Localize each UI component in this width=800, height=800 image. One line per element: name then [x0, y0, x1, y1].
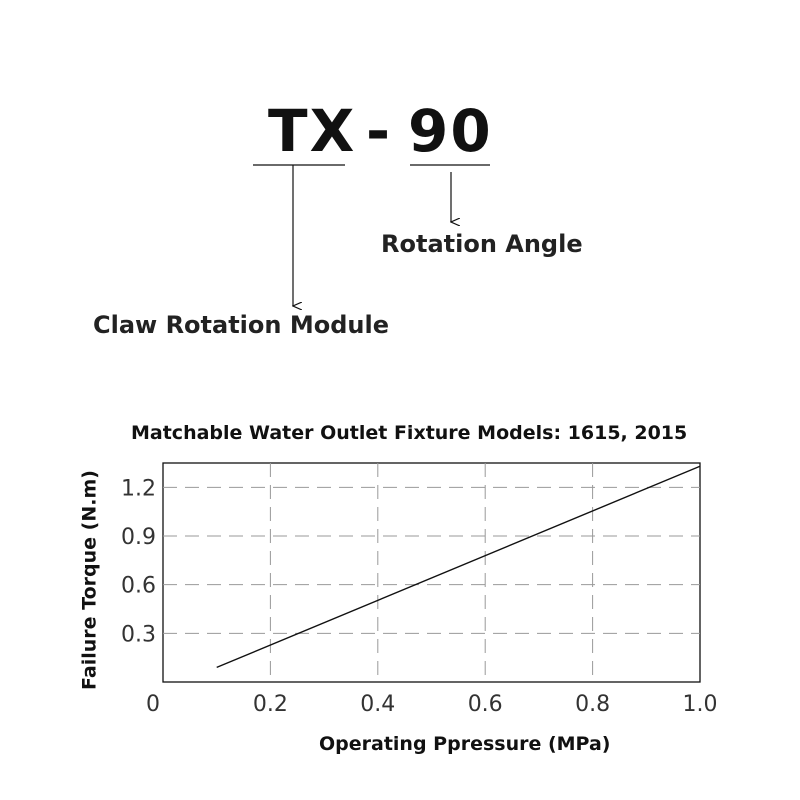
data-series — [216, 465, 701, 669]
y-tick-label: 1.2 — [121, 476, 156, 501]
model-code-separator: - — [366, 97, 393, 165]
claw-rotation-module-label: Claw Rotation Module — [93, 311, 389, 339]
tick-labels: 0.3 0.6 0.9 1.2 0 0.2 0.4 0.6 0.8 1.0 — [121, 476, 718, 717]
plot-frame — [162, 462, 701, 683]
chart-title: Matchable Water Outlet Fixture Models: 1… — [131, 422, 688, 444]
chart-plot: 0.3 0.6 0.9 1.2 0 0.2 0.4 0.6 0.8 1.0 — [121, 462, 718, 717]
y-tick-label: 0.9 — [121, 525, 156, 550]
model-code-suffix: 90 — [408, 97, 493, 165]
x-tick-label: 0.8 — [575, 692, 610, 717]
model-code-prefix: TX — [268, 97, 357, 165]
rotation-angle-label: Rotation Angle — [381, 230, 583, 258]
x-tick-label: 0 — [146, 692, 160, 717]
callout-connectors — [253, 164, 490, 360]
x-tick-label: 1.0 — [683, 692, 718, 717]
x-tick-label: 0.2 — [253, 692, 288, 717]
x-tick-label: 0.4 — [360, 692, 395, 717]
x-axis-title: Operating Ppressure (MPa) — [319, 733, 611, 755]
y-tick-label: 0.6 — [121, 574, 156, 599]
series-line — [216, 465, 701, 669]
x-tick-label: 0.6 — [468, 692, 503, 717]
grid-lines — [163, 463, 700, 682]
y-tick-label: 0.3 — [121, 622, 156, 647]
